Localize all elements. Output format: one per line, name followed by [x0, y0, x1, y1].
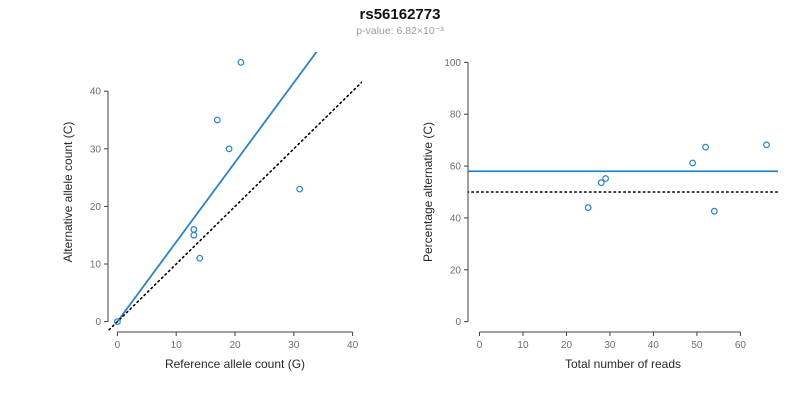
- x-tick-label: 0: [115, 340, 121, 351]
- data-point: [584, 204, 592, 211]
- plot-0: 0 10 20 30 40 0 10 20 30 40 Reference allele count…: [61, 52, 362, 371]
- y-tick-label: 20: [450, 265, 462, 276]
- y-tick-label: 40: [450, 213, 462, 224]
- x-tick-label: 50: [691, 340, 703, 351]
- y-tick-label: 100: [444, 58, 461, 69]
- data-point: [710, 207, 718, 215]
- y-tick-label: 40: [90, 87, 102, 98]
- x-tick-label: 20: [561, 340, 573, 351]
- x-tick-label: 10: [171, 340, 183, 351]
- data-point: [114, 318, 121, 326]
- data-point: [763, 141, 770, 149]
- plot-title: rs56162773: [359, 6, 441, 23]
- plot-1: 0 10 20 30 40 50 60 0 20 40 60 80 100 Total number of…: [421, 58, 778, 371]
- x-tick-label: 0: [477, 340, 483, 351]
- identity-line: [108, 80, 362, 332]
- fit-line: [116, 52, 318, 323]
- data-point: [296, 185, 304, 193]
- data-point: [237, 58, 245, 66]
- data-point: [190, 226, 198, 233]
- p-value-label: p-value: 6.82×10⁻³: [356, 25, 444, 37]
- x-axis-title: Reference allele count (G): [165, 357, 305, 371]
- x-tick-label: 30: [604, 340, 616, 351]
- x-tick-label: 40: [347, 340, 359, 351]
- x-tick-label: 40: [648, 340, 660, 351]
- data-point: [702, 143, 710, 151]
- data-point: [597, 179, 605, 187]
- x-tick-label: 60: [735, 340, 747, 351]
- data-point: [190, 231, 198, 239]
- data-point: [225, 145, 233, 153]
- y-tick-label: 60: [450, 162, 462, 173]
- x-tick-label: 20: [229, 340, 241, 351]
- data-point: [689, 159, 696, 167]
- data-point: [602, 175, 610, 182]
- data-point: [213, 116, 221, 124]
- y-tick-label: 0: [455, 317, 461, 328]
- y-tick-label: 0: [95, 317, 101, 328]
- y-tick-label: 20: [90, 202, 102, 213]
- y-axis-title: Alternative allele count (C): [61, 122, 75, 263]
- x-tick-label: 30: [288, 340, 300, 351]
- y-axis-title: Percentage alternative (C): [421, 122, 435, 262]
- y-tick-label: 30: [90, 144, 102, 155]
- x-axis-title: Total number of reads: [565, 357, 681, 371]
- y-tick-label: 10: [90, 260, 102, 271]
- x-tick-label: 10: [517, 340, 529, 351]
- y-tick-label: 80: [450, 110, 462, 121]
- data-point: [196, 254, 204, 262]
